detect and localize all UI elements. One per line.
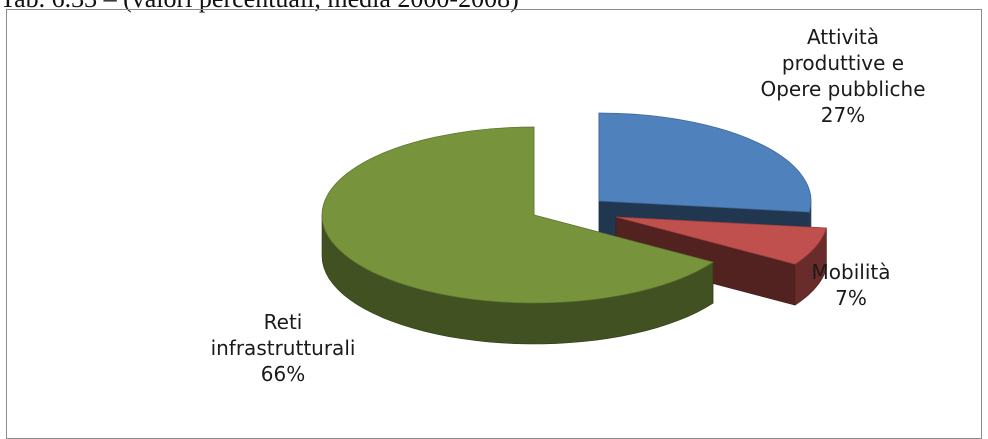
slice-label-3: Reti infrastrutturali 66% — [211, 310, 356, 386]
pie-slice-1 — [598, 112, 812, 213]
slice-label-1: Attività produttive e Opere pubbliche 27% — [760, 25, 925, 127]
pie-labels: Attività produttive e Opere pubbliche 27% Mo… — [211, 25, 926, 386]
pie-slice-2 — [615, 216, 827, 265]
slice-value-label: 7% — [835, 286, 867, 310]
slice-name-line: Reti — [264, 310, 303, 334]
slice-value-label: 66% — [261, 362, 305, 386]
slice-name-line: Mobilità — [812, 260, 891, 284]
pie-slice-3 — [321, 126, 714, 304]
slice-name-line: infrastrutturali — [211, 336, 356, 360]
slice-name-line: Opere pubbliche — [760, 77, 925, 101]
slice-label-2: Mobilità 7% — [812, 260, 891, 310]
pie-chart: Attività produttive e Opere pubbliche 27% Mo… — [211, 25, 926, 386]
slice-name-line: produttive e — [782, 51, 904, 75]
slice-value-label: 27% — [821, 103, 865, 127]
pie-tops — [321, 112, 827, 304]
slice-name-line: Attività — [807, 25, 879, 49]
